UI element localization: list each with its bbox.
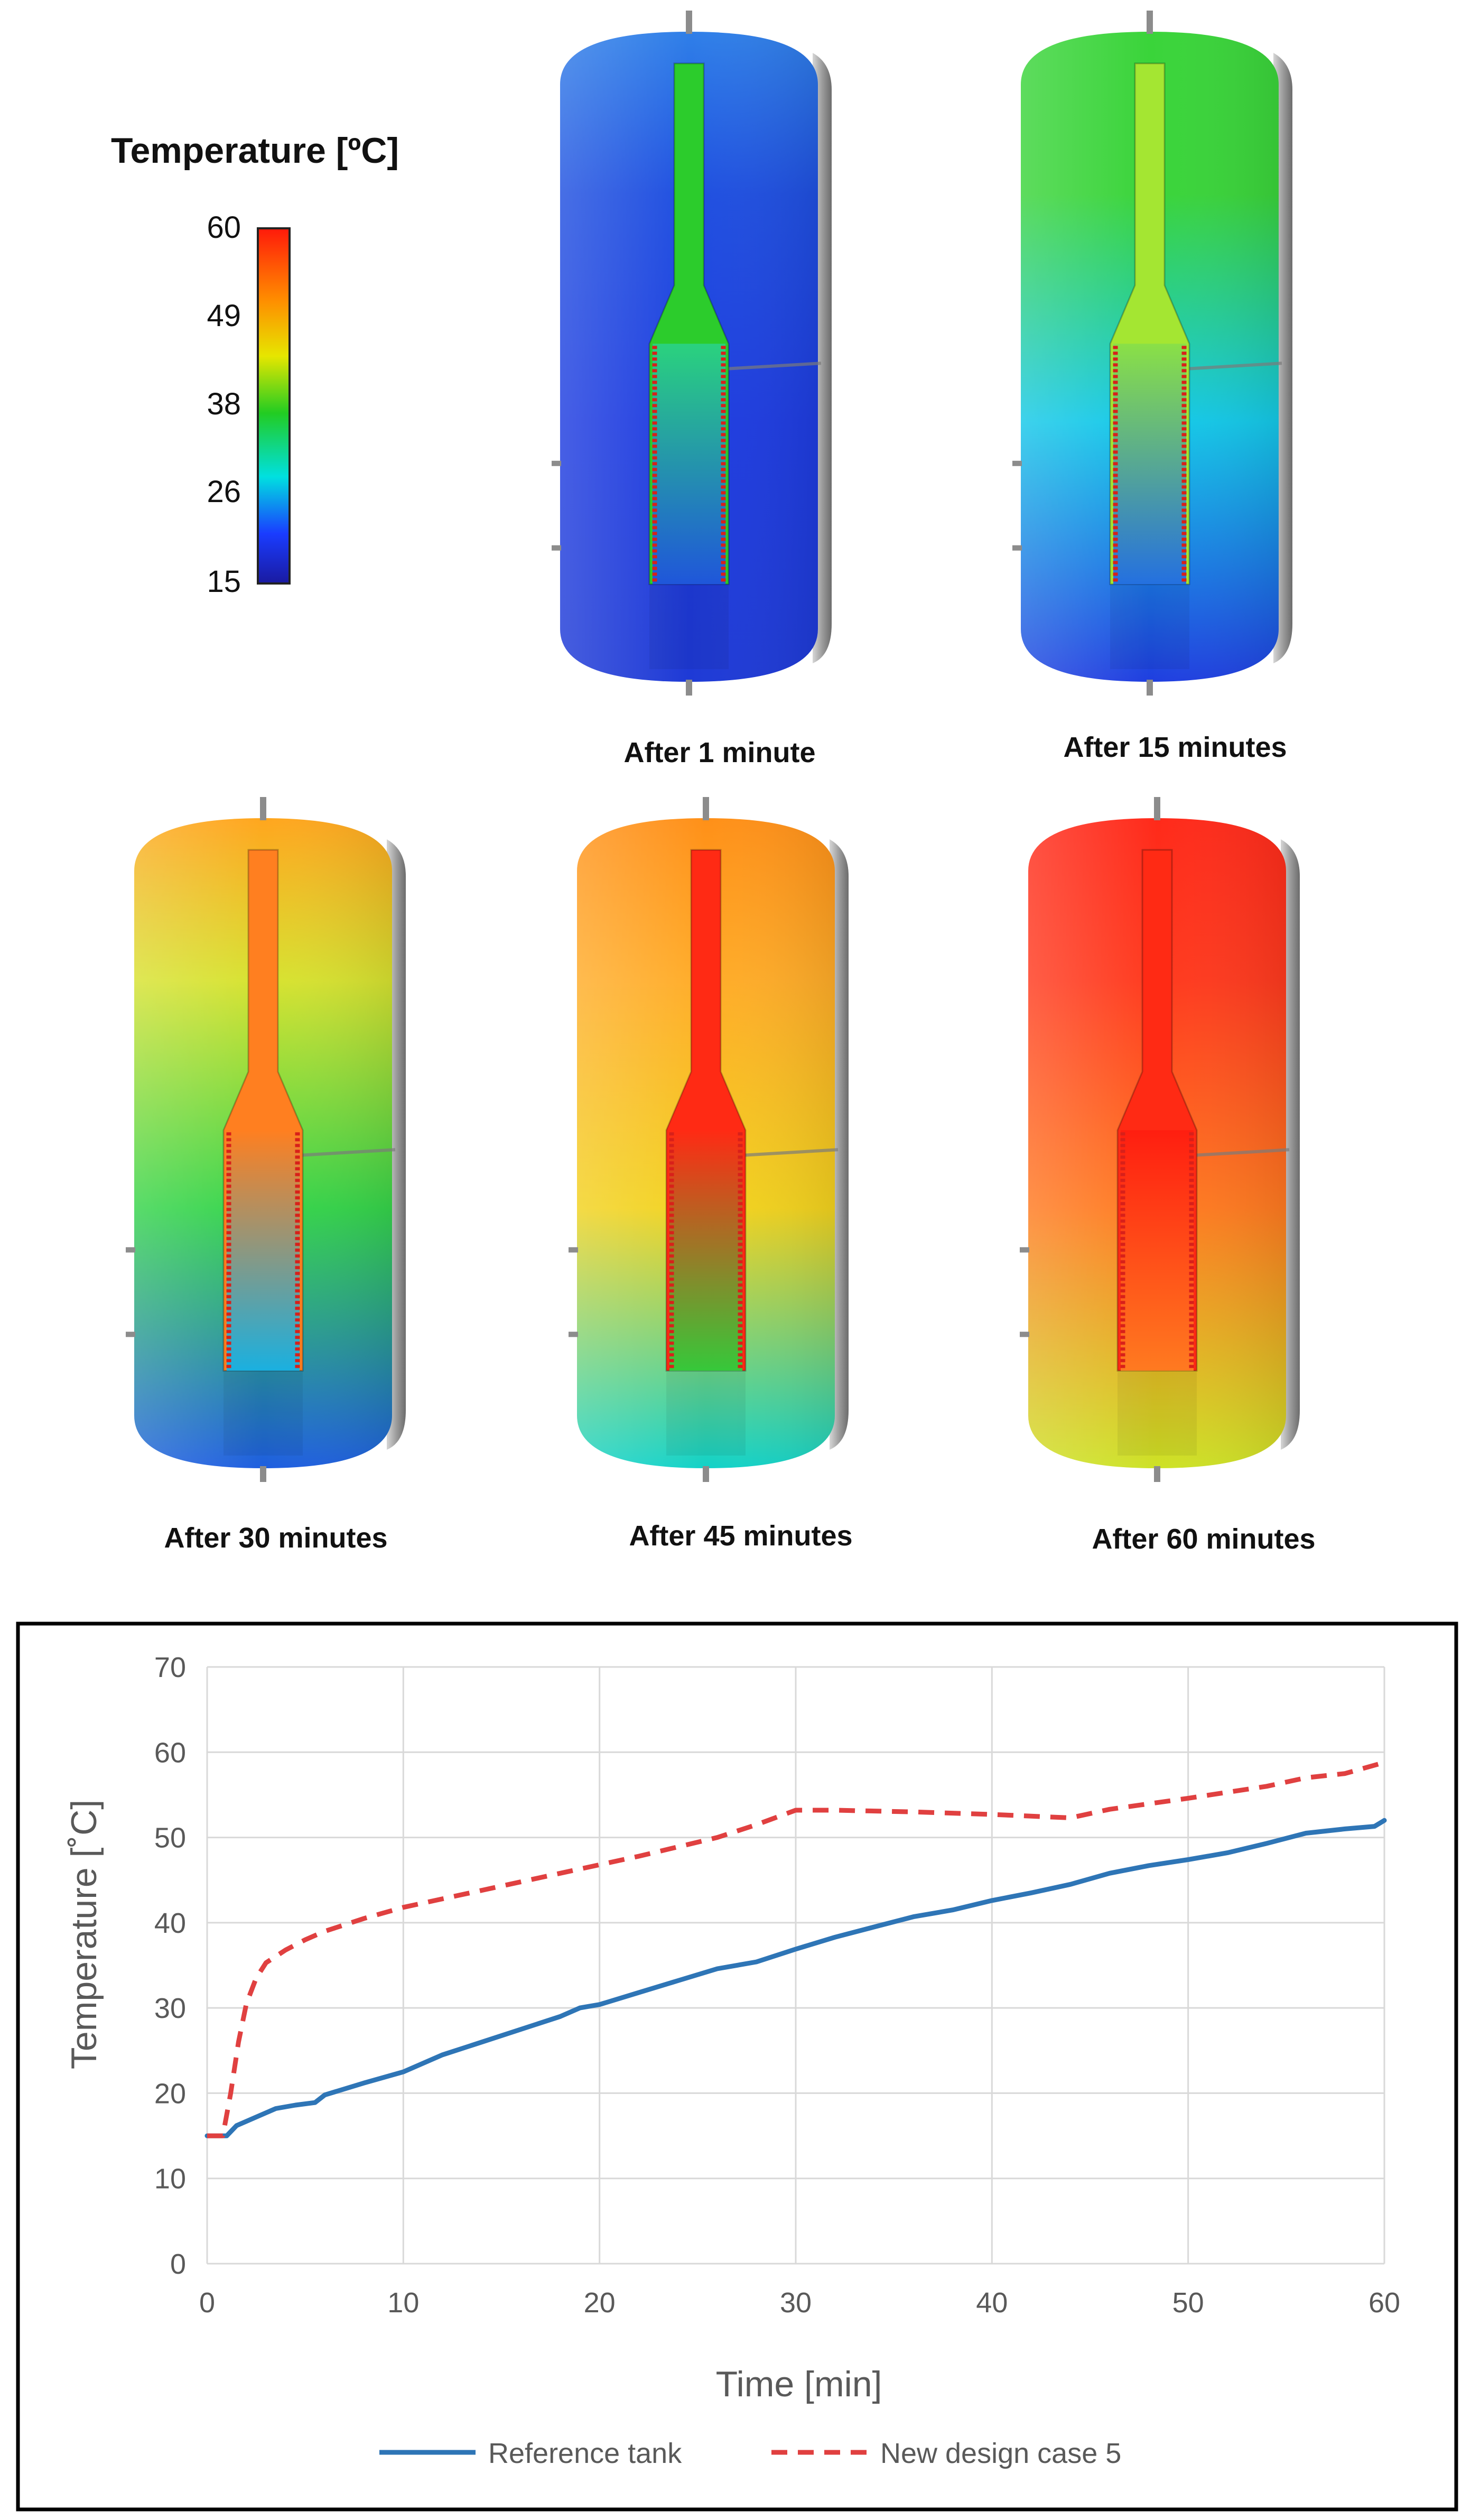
chart-grid xyxy=(206,1666,1385,2265)
tank-label-1min: After 1 minute xyxy=(623,737,815,768)
coil-section xyxy=(669,1130,742,1371)
tank-side-port xyxy=(569,1247,578,1253)
y-tick-label: 20 xyxy=(154,2078,186,2109)
x-tick-label: 30 xyxy=(780,2287,812,2319)
temperature-color-scale xyxy=(257,227,291,585)
legend-tick-15: 15 xyxy=(207,564,241,599)
tank-inner-base xyxy=(1118,1370,1197,1456)
tank-inner-base xyxy=(649,584,729,669)
tank-top-nozzle xyxy=(686,11,692,34)
legend-tick-38: 38 xyxy=(207,387,241,421)
x-tick-label: 20 xyxy=(584,2287,616,2319)
tank-side-port xyxy=(126,1331,135,1337)
y-tick-label: 60 xyxy=(154,1737,186,1768)
tank-renders xyxy=(126,11,1300,1482)
tank-side-port xyxy=(569,1331,578,1337)
legend-tick-26: 26 xyxy=(207,475,241,509)
tank-side-port xyxy=(552,460,561,466)
coil-section xyxy=(1113,344,1186,585)
y-tick-label: 0 xyxy=(170,2248,186,2280)
tank-top-nozzle xyxy=(703,797,709,820)
legend-label-new-design: New design case 5 xyxy=(880,2438,1121,2469)
y-tick-label: 50 xyxy=(154,1822,186,1854)
chart-axis-ticks: 0 10 20 30 40 50 60 70 0 10 20 30 40 50 60 xyxy=(154,1652,1400,2319)
y-tick-label: 70 xyxy=(154,1652,186,1683)
chart-series xyxy=(204,1760,1387,2138)
tank-label-30min: After 30 minutes xyxy=(164,1522,387,1554)
legend-title: Temperature [ºC] xyxy=(111,131,399,171)
tank-simulation-panel: Temperature [ºC] 60 49 38 26 15 After 1 … xyxy=(111,11,1316,1555)
x-tick-label: 40 xyxy=(976,2287,1008,2319)
coil-section xyxy=(227,1130,300,1371)
tank-render xyxy=(126,797,406,1482)
x-tick-label: 60 xyxy=(1368,2287,1400,2319)
legend-tick-60: 60 xyxy=(207,210,241,245)
tank-side-port xyxy=(1012,545,1022,551)
tank-bottom-nozzle xyxy=(686,680,692,696)
x-tick-label: 10 xyxy=(387,2287,419,2319)
series-line-new-design-case-5 xyxy=(207,1760,1385,2138)
tank-bottom-nozzle xyxy=(260,1466,266,1482)
tank-bottom-nozzle xyxy=(703,1466,709,1482)
tank-top-nozzle xyxy=(1147,11,1153,34)
tank-inner-base xyxy=(224,1370,303,1456)
tank-top-nozzle xyxy=(1154,797,1160,820)
legend-tick-49: 49 xyxy=(207,299,241,333)
tank-label-45min: After 45 minutes xyxy=(629,1520,852,1552)
tank-side-port xyxy=(1012,460,1022,466)
x-tick-label: 0 xyxy=(199,2287,215,2319)
x-tick-label: 50 xyxy=(1172,2287,1204,2319)
chart-frame xyxy=(16,1622,1458,2512)
tank-side-port xyxy=(1020,1331,1029,1337)
tank-inner-base xyxy=(666,1370,746,1456)
tank-render xyxy=(1020,797,1300,1482)
tank-label-15min: After 15 minutes xyxy=(1063,731,1287,763)
legend-ticks: 60 49 38 26 15 xyxy=(207,210,241,599)
tank-top-nozzle xyxy=(260,797,266,820)
tank-bottom-nozzle xyxy=(1147,680,1153,696)
legend-label-reference-tank: Reference tank xyxy=(488,2438,682,2469)
tank-render xyxy=(552,11,832,696)
tank-bottom-nozzle xyxy=(1154,1466,1160,1482)
y-tick-label: 40 xyxy=(154,1907,186,1939)
tank-render xyxy=(569,797,849,1482)
y-axis-label: Temperature [˚C] xyxy=(64,1800,104,2069)
tank-side-port xyxy=(552,545,561,551)
series-line-reference-tank xyxy=(204,1818,1387,2138)
chart-legend: Reference tank New design case 5 xyxy=(379,2438,1121,2469)
tank-inner-base xyxy=(1110,584,1189,669)
y-tick-label: 30 xyxy=(154,1993,186,2024)
coil-section xyxy=(1121,1130,1194,1371)
x-axis-label: Time [min] xyxy=(716,2364,882,2404)
coil-section xyxy=(653,344,725,585)
tank-label-60min: After 60 minutes xyxy=(1092,1523,1315,1555)
y-tick-label: 10 xyxy=(154,2163,186,2195)
tank-side-port xyxy=(126,1247,135,1253)
tank-side-port xyxy=(1020,1247,1029,1253)
tank-render xyxy=(1012,11,1292,696)
